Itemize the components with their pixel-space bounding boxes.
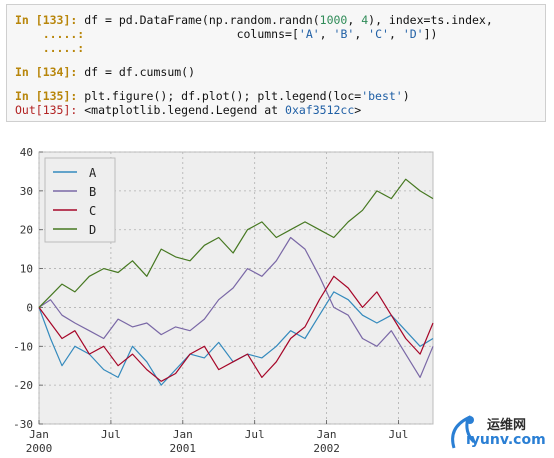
continuation-prompt: .....:: [15, 41, 85, 55]
input-prompt: In [135]:: [15, 89, 78, 103]
series-line-C: [38, 275, 434, 382]
code-text: ]): [423, 27, 438, 41]
series-line-B: [38, 236, 434, 378]
legend-label-A: A: [89, 166, 97, 180]
x-tick-label: Jan: [317, 428, 337, 441]
x-tick-label-year: 2000: [26, 442, 53, 455]
x-tick-label-year: 2002: [313, 442, 340, 455]
notebook-code-cells: In [133]: df = pd.DataFrame(np.random.ra…: [6, 4, 546, 122]
legend-label-D: D: [89, 223, 96, 237]
y-tick-label: 40: [20, 146, 33, 159]
code-text: ,: [347, 13, 362, 27]
code-text: ,: [388, 27, 403, 41]
code-number: 1000: [319, 13, 348, 27]
code-line-134[interactable]: In [134]: df = df.cumsum(): [15, 65, 195, 79]
code-string: 'B': [333, 27, 355, 41]
code-text: ,: [354, 27, 369, 41]
code-string: 'best': [361, 89, 403, 103]
code-line-133-cont[interactable]: .....: columns=['A', 'B', 'C', 'D']): [15, 27, 438, 41]
code-number: 4: [361, 13, 369, 27]
legend-label-C: C: [89, 204, 96, 218]
x-tick-label: Jul: [245, 428, 265, 441]
y-tick-label: -10: [13, 340, 33, 353]
x-tick-label: Jul: [389, 428, 409, 441]
code-string: 'C': [368, 27, 389, 41]
line-chart: -30 -20 -10 0 10 20 30 40 Jan 2000 Jul Jan 2001 Jul Ja…: [0, 138, 554, 458]
input-prompt: In [133]:: [15, 13, 78, 27]
code-text: ), index=ts.index,: [368, 13, 493, 27]
code-text: df = pd.DataFrame(np.random.randn(: [77, 13, 320, 27]
code-line-135[interactable]: In [135]: plt.figure(); df.plot(); plt.l…: [15, 89, 410, 103]
y-tick-label: 10: [20, 263, 33, 276]
watermark-text: 运维网: [487, 418, 527, 433]
y-tick-label: 20: [20, 224, 33, 237]
code-string: 'A': [298, 27, 320, 41]
x-tick-label: Jan: [29, 428, 49, 441]
watermark-url: iyunv.com: [466, 432, 546, 448]
output-address: 0xaf3512cc: [285, 103, 355, 117]
code-text: ): [402, 89, 410, 103]
y-tick-label: 0: [26, 301, 33, 314]
code-text: columns=[: [84, 27, 299, 41]
x-tick-label: Jan: [173, 428, 193, 441]
watermark-logo-icon: [451, 415, 476, 449]
code-string: 'D': [402, 27, 424, 41]
input-prompt: In [134]:: [15, 65, 78, 79]
output-text: <matplotlib.legend.Legend at: [77, 103, 286, 117]
code-text: df = df.cumsum(): [77, 65, 196, 79]
code-text: ,: [319, 27, 334, 41]
code-line-133-cont2[interactable]: .....:: [15, 41, 85, 55]
x-tick-label-year: 2001: [170, 442, 197, 455]
output-line-135: Out[135]: <matplotlib.legend.Legend at 0…: [15, 103, 361, 117]
code-text: plt.figure(); df.plot(); plt.legend(loc=: [77, 89, 362, 103]
code-line-133[interactable]: In [133]: df = pd.DataFrame(np.random.ra…: [15, 13, 493, 27]
y-tick-label: -20: [13, 379, 33, 392]
output-prompt: Out[135]:: [15, 103, 78, 117]
y-tick-label: 30: [20, 185, 33, 198]
legend-label-B: B: [89, 185, 96, 199]
y-tick-label: -30: [13, 418, 33, 431]
series-line-D: [38, 178, 434, 308]
output-text: >: [354, 103, 362, 117]
x-tick-label: Jul: [101, 428, 121, 441]
continuation-prompt: .....:: [15, 27, 85, 41]
